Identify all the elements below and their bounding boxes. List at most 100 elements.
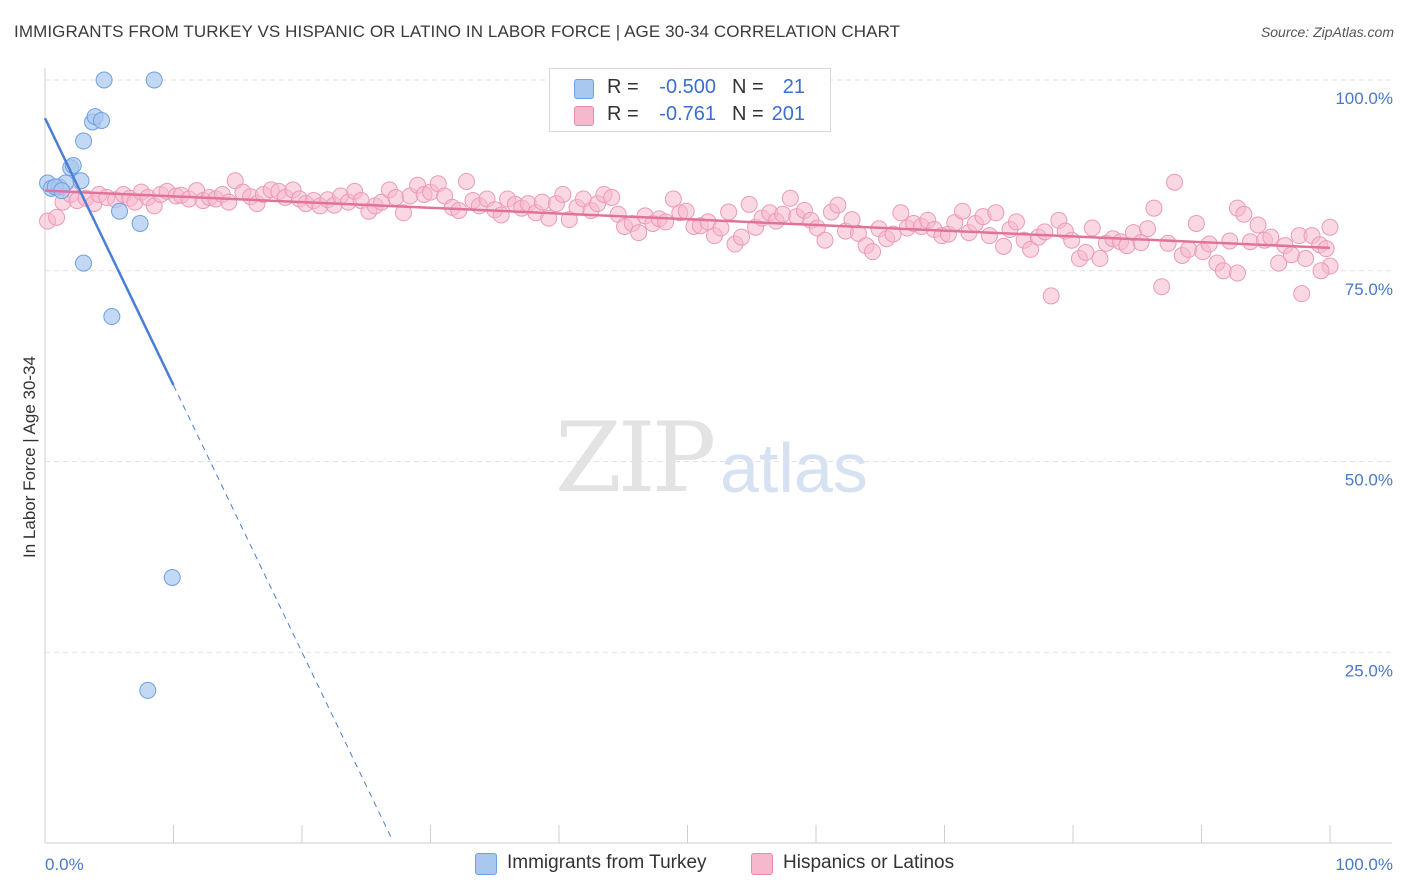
y-axis-label: In Labor Force | Age 30-34 <box>20 356 39 558</box>
hispanic-point <box>1145 199 1163 217</box>
turkey-point <box>103 308 121 326</box>
legend-r-value: -0.761 <box>659 103 716 125</box>
turkey-point <box>95 71 113 89</box>
hispanic-point <box>953 202 971 220</box>
legend-n-value: 201 <box>771 103 805 125</box>
hispanic-point <box>864 243 882 261</box>
hispanic-point <box>1270 254 1288 272</box>
hispanic-point <box>849 224 867 242</box>
turkey-points <box>39 71 181 699</box>
hispanics-points <box>39 172 1339 305</box>
hispanic-point <box>774 205 792 223</box>
hispanic-point <box>884 225 902 243</box>
correlation-legend: R = -0.500 N = 21 R = -0.761 N = 201 <box>549 68 831 132</box>
hispanic-point <box>1249 216 1267 234</box>
hispanic-point <box>1036 223 1054 241</box>
hispanic-point <box>1200 235 1218 253</box>
turkey-point <box>145 71 163 89</box>
hispanic-point <box>720 203 738 221</box>
turkey-trend-extension <box>173 384 393 840</box>
hispanic-point <box>987 204 1005 222</box>
trend-lines <box>43 117 1331 840</box>
hispanic-point <box>1159 234 1177 252</box>
hispanic-point <box>1139 220 1157 238</box>
hispanic-point <box>220 193 238 211</box>
hispanic-point <box>1007 213 1025 231</box>
hispanic-point <box>892 204 910 222</box>
hispanic-point <box>1241 233 1259 251</box>
hispanic-point <box>816 231 834 249</box>
legend-row-hispanic: R = -0.761 N = 201 <box>550 102 830 128</box>
bottom-legend-label-turkey: Immigrants from Turkey <box>507 852 707 873</box>
hispanic-point <box>1221 232 1239 250</box>
hispanic-point <box>554 185 572 203</box>
hispanic-point <box>740 195 758 213</box>
hispanic-point <box>664 190 682 208</box>
hispanic-point <box>533 193 551 211</box>
bottom-legend-label-hispanic: Hispanics or Latinos <box>783 852 955 873</box>
turkey-point <box>111 202 129 220</box>
hispanic-point <box>560 211 578 229</box>
tick-labels: 100.0% 75.0% 50.0% 25.0% 0.0% 100.0% <box>45 89 1393 874</box>
hispanic-point <box>1091 250 1109 268</box>
hispanic-point <box>1312 262 1330 280</box>
hispanic-point <box>980 227 998 245</box>
turkey-point <box>163 568 181 586</box>
gridlines <box>45 79 1392 653</box>
watermark-atlas: atlas <box>720 429 868 507</box>
legend-n-value: 21 <box>782 76 805 98</box>
hispanic-point <box>1214 262 1232 280</box>
turkey-trend-line <box>43 117 175 386</box>
hispanic-point <box>1153 278 1171 296</box>
axes <box>44 68 1392 844</box>
turkey-point <box>75 254 93 272</box>
hispanic-trend-line <box>44 189 1331 250</box>
hispanic-point <box>732 228 750 246</box>
hispanic-point <box>630 224 648 242</box>
turkey-point <box>75 132 93 150</box>
hispanic-point <box>677 202 695 220</box>
hispanic-point <box>712 219 730 237</box>
hispanic-point <box>1180 240 1198 258</box>
x-tick-label: 0.0% <box>45 855 84 874</box>
hispanic-point <box>1187 214 1205 232</box>
hispanic-point <box>829 196 847 214</box>
turkey-point <box>139 681 157 699</box>
hispanic-point <box>781 189 799 207</box>
hispanic-point <box>1293 285 1311 303</box>
hispanic-point <box>1262 228 1280 246</box>
hispanic-point <box>657 213 675 231</box>
watermark-zip: ZIP <box>555 402 716 514</box>
hispanic-point <box>1077 243 1095 261</box>
legend-swatch-hispanic <box>574 106 594 126</box>
hispanic-point <box>1321 218 1339 236</box>
legend-r-label: R = <box>607 76 639 98</box>
x-tick-label: 100.0% <box>1335 855 1393 874</box>
legend-r-value: -0.500 <box>659 76 716 98</box>
hispanic-point <box>1063 231 1081 249</box>
hispanic-point <box>1228 264 1246 282</box>
y-tick-label: 50.0% <box>1345 471 1393 490</box>
hispanic-point <box>48 208 66 226</box>
hispanic-point <box>387 189 405 207</box>
turkey-point <box>131 214 149 232</box>
hispanic-point <box>457 172 475 190</box>
hispanic-point <box>395 204 413 222</box>
source-label: Source: ZipAtlas.com <box>1260 24 1394 40</box>
hispanic-point <box>1297 250 1315 268</box>
bottom-legend-swatch-turkey <box>475 853 497 875</box>
legend-n-label: N = <box>732 103 764 125</box>
turkey-point <box>93 111 111 129</box>
hispanic-point <box>1235 205 1253 223</box>
legend-row-turkey: R = -0.500 N = 21 <box>550 75 830 101</box>
y-tick-label: 100.0% <box>1335 89 1393 108</box>
legend-swatch-turkey <box>574 79 594 99</box>
hispanic-point <box>1022 240 1040 258</box>
chart-title: IMMIGRANTS FROM TURKEY VS HISPANIC OR LA… <box>14 22 901 41</box>
y-tick-label: 25.0% <box>1345 661 1393 680</box>
legend-n-label: N = <box>732 76 764 98</box>
hispanic-point <box>1042 287 1060 305</box>
hispanic-point <box>1083 219 1101 237</box>
hispanic-point <box>1282 246 1300 264</box>
